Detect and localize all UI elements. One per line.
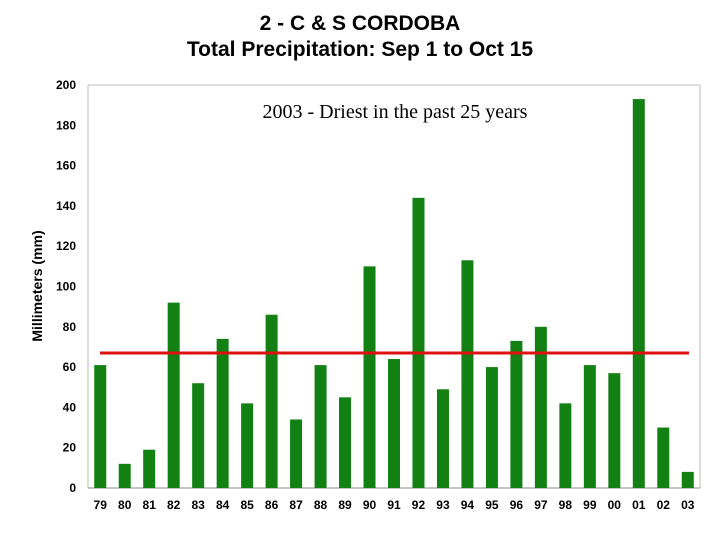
bar-95 [485,367,498,488]
bar-03 [681,471,694,488]
bar-98 [559,403,572,488]
bar-85 [241,403,254,488]
y-tick-label: 140 [56,199,76,213]
x-tick-label: 01 [632,498,646,512]
bar-86 [265,314,278,488]
bar-89 [339,397,352,488]
bar-91 [388,359,400,488]
bar-83 [192,383,205,488]
bar-81 [143,449,156,488]
bar-90 [363,266,376,488]
bar-01 [632,99,645,488]
y-axis-label: Millimeters (mm) [29,230,45,341]
chart-title: 2 - C & S CORDOBA [259,12,461,35]
x-tick-label: 82 [167,498,181,512]
bar-79 [94,365,107,488]
bar-88 [314,365,327,488]
x-tick-label: 88 [314,498,328,512]
y-tick-label: 60 [63,360,77,374]
y-tick-label: 20 [63,441,77,455]
bar-80 [118,463,131,488]
bars-group [94,99,694,488]
x-tick-label: 90 [363,498,377,512]
bar-02 [657,427,670,488]
y-tick-label: 200 [56,78,76,92]
x-tick-label: 86 [265,498,279,512]
y-tick-label: 120 [56,239,76,253]
bar-84 [216,338,229,488]
bar-82 [167,302,180,488]
x-tick-label: 80 [118,498,132,512]
y-tick-label: 180 [56,118,76,132]
x-tick-label: 84 [216,498,230,512]
bar-99 [583,365,596,488]
x-tick-label: 02 [657,498,671,512]
x-tick-label: 85 [240,498,254,512]
x-tick-label: 92 [412,498,426,512]
bar-87 [290,419,303,488]
x-tick-label: 98 [559,498,573,512]
y-tick-label: 40 [63,400,77,414]
x-tick-label: 79 [94,498,108,512]
x-tick-label: 97 [534,498,548,512]
x-tick-label: 91 [387,498,401,512]
bar-97 [534,326,547,488]
chart-annotation: 2003 - Driest in the past 25 years [263,101,528,123]
y-tick-label: 0 [69,481,76,495]
x-tick-label: 95 [485,498,499,512]
x-tick-label: 89 [338,498,352,512]
x-tick-label: 81 [143,498,157,512]
y-tick-label: 80 [63,320,77,334]
bar-92 [412,197,425,488]
bar-96 [510,340,523,488]
chart-subtitle: Total Precipitation: Sep 1 to Oct 15 [186,38,534,61]
x-axis-ticks: 79 80 81 82 83 84 85 86 87 88 89 90 91 92 93 94 95 96 97 98… [94,498,695,512]
x-tick-label: 94 [461,498,475,512]
x-tick-label: 99 [583,498,597,512]
x-tick-label: 03 [681,498,695,512]
y-tick-label: 100 [56,280,76,294]
bar-94 [461,260,474,488]
y-tick-label: 160 [56,159,76,173]
x-tick-label: 87 [289,498,303,512]
x-tick-label: 96 [510,498,524,512]
x-tick-label: 00 [608,498,622,512]
x-tick-label: 93 [436,498,450,512]
bar-93 [436,389,449,488]
x-tick-label: 83 [191,498,205,512]
bar-00 [608,373,621,488]
y-axis-ticks: 0 20 40 60 80 100 120 140 160 180 200 [56,78,76,495]
